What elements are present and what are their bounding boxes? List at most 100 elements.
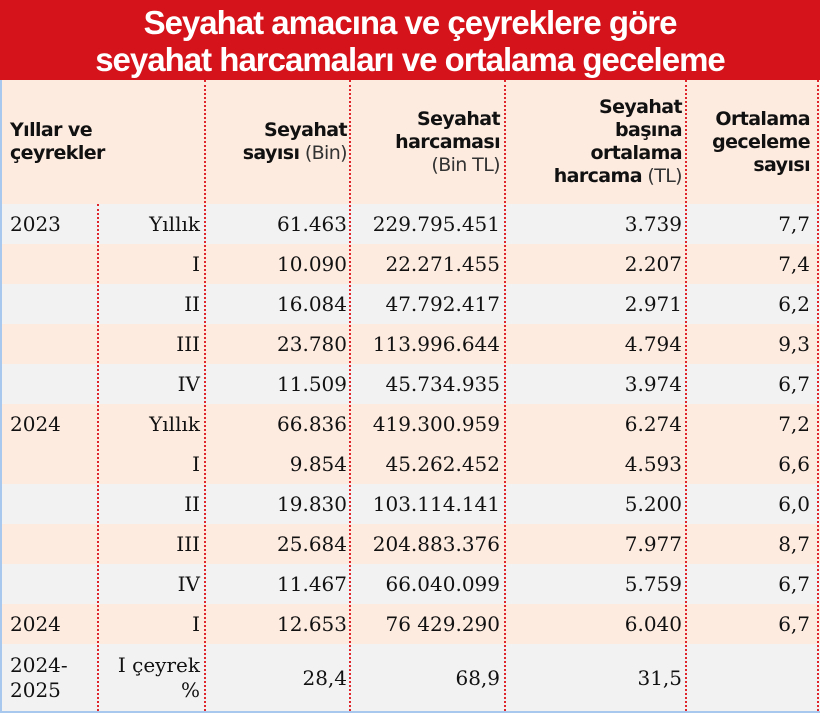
header-trips-line1: Seyahat (263, 119, 348, 141)
cell-year-line2: 2025 (10, 677, 61, 702)
cell-trips: 66.836 (277, 412, 347, 436)
cell-trips: 10.090 (277, 252, 347, 276)
cell-trips: 12.653 (277, 612, 347, 636)
header-avg-unit: (TL) (641, 165, 682, 187)
cell-nights: 7,4 (778, 252, 810, 276)
cell-avg: 3.974 (624, 372, 682, 396)
header-avg-spend: Seyahat başına ortalama harcama (TL) (509, 80, 683, 204)
cell-avg: 31,5 (637, 665, 682, 690)
header-avg-line2: başına (615, 119, 683, 141)
cell-nights: 6,0 (778, 492, 810, 516)
cell-period: IV (177, 372, 200, 396)
cell-nights: 8,7 (778, 532, 810, 556)
table-row: II 19.830 103.114.141 5.200 6,0 (2, 484, 820, 524)
cell-spend: 22.271.455 (385, 252, 500, 276)
cell-nights: 6,6 (778, 452, 810, 476)
column-separator (817, 80, 819, 711)
cell-year (10, 324, 100, 364)
cell-nights: 6,7 (778, 372, 810, 396)
header-spend-line1: Seyahat (416, 107, 501, 130)
header-avg-line1: Seyahat (598, 96, 683, 118)
column-separator (204, 80, 206, 711)
cell-year (10, 364, 100, 404)
cell-period: I çeyrek % (100, 644, 200, 711)
cell-trips: 11.467 (277, 572, 347, 596)
cell-trips: 28,4 (302, 665, 347, 690)
header-avg-line4: harcama (553, 165, 643, 187)
table-row: III 25.684 204.883.376 7.977 8,7 (2, 524, 820, 564)
cell-trips: 19.830 (277, 492, 347, 516)
header-spend-line2: harcaması (395, 130, 500, 153)
table-row: 2024 Yıllık 66.836 419.300.959 6.274 7,2 (2, 404, 820, 444)
table-title: Seyahat amacına ve çeyreklere göre seyah… (0, 0, 820, 80)
cell-spend: 229.795.451 (372, 212, 500, 236)
header-nights-line2: geceleme (712, 130, 811, 153)
cell-spend: 47.792.417 (385, 292, 500, 316)
cell-avg: 6.274 (624, 412, 682, 436)
cell-spend: 66.040.099 (385, 572, 500, 596)
cell-avg: 4.593 (624, 452, 682, 476)
header-spend: Seyahat harcaması (Bin TL) (354, 80, 500, 204)
header-trips-line2: sayısı (242, 142, 300, 164)
table-row: 2023 Yıllık 61.463 229.795.451 3.739 7,7 (2, 204, 820, 244)
table-header: Yıllar ve çeyrekler Seyahat sayısı (Bin)… (2, 80, 820, 204)
cell-avg: 5.200 (624, 492, 682, 516)
table-row: I 10.090 22.271.455 2.207 7,4 (2, 244, 820, 284)
cell-year: 2024- 2025 (10, 644, 100, 711)
cell-period: II (184, 292, 200, 316)
cell-nights: 6,2 (778, 292, 810, 316)
header-spend-unit: (Bin TL) (431, 153, 500, 176)
cell-trips: 11.509 (277, 372, 347, 396)
cell-avg: 6.040 (624, 612, 682, 636)
cell-year: 2023 (10, 212, 61, 236)
header-period: Yıllar ve çeyrekler (10, 80, 200, 204)
table-row: III 23.780 113.996.644 4.794 9,3 (2, 324, 820, 364)
header-nights: Ortalama geceleme sayısı (690, 80, 811, 204)
cell-period: I (192, 252, 200, 276)
cell-avg: 5.759 (624, 572, 682, 596)
table-row: II 16.084 47.792.417 2.971 6,2 (2, 284, 820, 324)
table-row: IV 11.467 66.040.099 5.759 6,7 (2, 564, 820, 604)
cell-nights: 9,3 (778, 332, 810, 356)
column-separator (97, 204, 99, 711)
cell-spend: 45.734.935 (385, 372, 500, 396)
cell-period: I (192, 452, 200, 476)
cell-spend: 68,9 (455, 665, 500, 690)
cell-spend: 204.883.376 (372, 532, 500, 556)
cell-trips: 23.780 (277, 332, 347, 356)
column-separator (349, 80, 351, 711)
cell-year-line1: 2024- (10, 652, 68, 677)
cell-period: II (184, 492, 200, 516)
header-period-line1: Yıllar ve (10, 119, 93, 141)
cell-period: Yıllık (149, 412, 200, 436)
header-period-line2: çeyrekler (10, 142, 105, 164)
cell-nights (690, 644, 810, 711)
cell-avg: 2.971 (624, 292, 682, 316)
table-row-change: 2024- 2025 I çeyrek % 28,4 68,9 31,5 (2, 644, 820, 711)
cell-period-line1: I çeyrek (117, 652, 200, 677)
cell-avg: 7.977 (624, 532, 682, 556)
cell-year (10, 564, 100, 604)
header-nights-line1: Ortalama (715, 107, 810, 130)
cell-year (10, 244, 100, 284)
header-avg-line3: ortalama (590, 142, 683, 164)
cell-period: I (192, 612, 200, 636)
cell-year: 2024 (10, 412, 61, 436)
cell-period: III (176, 532, 200, 556)
title-line-2: seyahat harcamaları ve ortalama geceleme (95, 41, 726, 78)
cell-year: 2024 (10, 612, 61, 636)
table-row: IV 11.509 45.734.935 3.974 6,7 (2, 364, 820, 404)
header-nights-line3: sayısı (753, 153, 810, 176)
cell-avg: 4.794 (624, 332, 682, 356)
cell-period: III (176, 332, 200, 356)
cell-trips: 61.463 (277, 212, 347, 236)
cell-trips: 9.854 (289, 452, 347, 476)
table-row: 2024 I 12.653 76 429.290 6.040 6,7 (2, 604, 820, 644)
cell-spend: 113.996.644 (372, 332, 500, 356)
cell-spend: 103.114.141 (372, 492, 500, 516)
cell-spend: 45.262.452 (385, 452, 500, 476)
cell-year (10, 484, 100, 524)
cell-period: Yıllık (149, 212, 200, 236)
cell-period: IV (177, 572, 200, 596)
